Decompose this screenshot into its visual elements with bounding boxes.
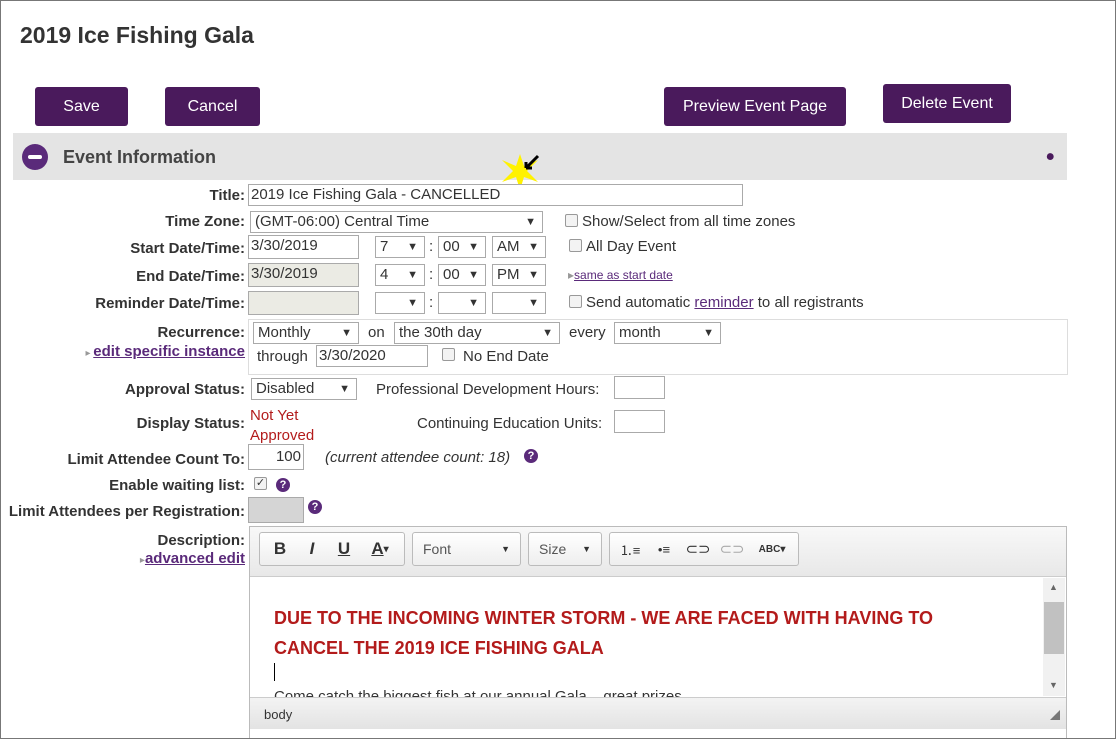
element-path[interactable]: body (264, 707, 293, 722)
limit-input[interactable]: 100 (248, 444, 304, 470)
current-count-text: (current attendee count: 18) (325, 449, 511, 466)
title-label: Title: (209, 187, 245, 204)
ceu-label: Continuing Education Units: (417, 415, 603, 432)
send-reminder-text: Send automatic reminder to all registran… (586, 294, 864, 311)
recurrence-box (248, 319, 1068, 375)
resize-handle-icon[interactable] (1050, 710, 1060, 720)
underline-button[interactable]: U (337, 539, 351, 558)
section-title: Event Information (63, 147, 217, 167)
reminder-label: Reminder Date/Time: (95, 295, 245, 312)
limit-label: Limit Attendee Count To: (67, 451, 245, 468)
approval-label: Approval Status: (124, 381, 245, 398)
dropdown-arrow-icon: ▼ (525, 216, 536, 228)
text-cursor (274, 663, 275, 681)
help-icon[interactable]: ? (524, 449, 538, 463)
ceu-input[interactable] (614, 410, 665, 433)
same-as-start-link[interactable]: same as start date (574, 268, 673, 282)
bold-button[interactable]: B (273, 539, 287, 558)
all-day-label: All Day Event (586, 238, 677, 255)
recurrence-unit-select[interactable]: month ▼ (614, 322, 721, 344)
editor-status-bar: body (250, 697, 1066, 729)
recurrence-on-label: on (368, 324, 385, 341)
delete-event-button[interactable]: Delete Event (883, 84, 1011, 123)
recurrence-through-input[interactable]: 3/30/2020 (316, 345, 428, 367)
display-status-label: Display Status: (136, 415, 245, 432)
pdh-label: Professional Development Hours: (376, 381, 600, 398)
pdh-input[interactable] (614, 376, 665, 399)
start-label: Start Date/Time: (130, 240, 245, 257)
time-zone-select[interactable]: (GMT-06:00) Central Time ▼ (250, 211, 543, 233)
start-hour-select[interactable]: 7 ▼ (375, 236, 425, 258)
waiting-list-label: Enable waiting list: (109, 477, 245, 494)
section-header-event-information[interactable]: Event Information ● (13, 133, 1067, 180)
bulleted-list-icon[interactable]: •≡ (657, 541, 671, 557)
start-ampm-select[interactable]: AM ▼ (492, 236, 546, 258)
end-ampm-select[interactable]: PM ▼ (492, 264, 546, 286)
advanced-edit-link[interactable]: advanced edit (144, 550, 245, 567)
spellcheck-button[interactable]: ABC ▾ (758, 543, 786, 555)
no-end-date-checkbox[interactable] (442, 348, 455, 361)
time-zone-value: (GMT-06:00) Central Time (255, 213, 430, 230)
no-end-date-label: No End Date (463, 348, 549, 365)
all-day-checkbox[interactable] (569, 239, 582, 252)
page-title: 2019 Ice Fishing Gala (20, 22, 254, 48)
end-minute-select[interactable]: 00 ▼ (438, 264, 486, 286)
reminder-ampm-select[interactable]: ▼ (492, 292, 546, 314)
format-group: B I U A ▾ (259, 532, 405, 566)
numbered-list-icon[interactable]: ⒈≡ (619, 542, 641, 558)
reminder-date-input[interactable] (248, 291, 359, 315)
recurrence-frequency-select[interactable]: Monthly ▼ (253, 322, 359, 344)
end-hour-select[interactable]: 4 ▼ (375, 264, 425, 286)
description-label: Description: (157, 532, 245, 549)
recurrence-label: Recurrence: (157, 324, 245, 341)
per-registration-input[interactable] (248, 497, 304, 523)
pin-icon[interactable]: ● (1041, 147, 1060, 167)
recurrence-every-label: every (569, 324, 606, 341)
help-icon[interactable]: ? (276, 478, 290, 492)
end-date-input[interactable]: 3/30/2019 (248, 263, 359, 287)
save-button[interactable]: Save (35, 87, 128, 126)
send-reminder-checkbox[interactable] (569, 295, 582, 308)
text-color-button[interactable]: A ▾ (371, 539, 389, 558)
preview-event-page-button[interactable]: Preview Event Page (664, 87, 846, 126)
reminder-link[interactable]: reminder (694, 294, 754, 311)
reminder-minute-select[interactable]: ▼ (438, 292, 486, 314)
all-time-zones-checkbox[interactable] (565, 214, 578, 227)
time-zone-label: Time Zone: (165, 213, 245, 230)
editor-body-text[interactable]: Come catch the biggest fish at our annua… (274, 688, 682, 698)
start-minute-select[interactable]: 00 ▼ (438, 236, 486, 258)
title-input[interactable]: 2019 Ice Fishing Gala - CANCELLED (248, 184, 743, 206)
list-link-group: ⒈≡ •≡ ⊂⊃ ⊂⊃ ABC ▾ (609, 532, 799, 566)
font-select[interactable]: Font ▼ (412, 532, 521, 566)
editor-scrollbar[interactable]: ▲ ▼ (1043, 578, 1065, 696)
per-registration-label: Limit Attendees per Registration: (8, 503, 245, 520)
collapse-icon[interactable] (22, 144, 48, 170)
recurrence-through-label: through (257, 348, 308, 365)
reminder-hour-select[interactable]: ▼ (375, 292, 425, 314)
start-date-input[interactable]: 3/30/2019 (248, 235, 359, 259)
size-select[interactable]: Size ▼ (528, 532, 602, 566)
recurrence-day-select[interactable]: the 30th day ▼ (394, 322, 560, 344)
all-time-zones-label: Show/Select from all time zones (582, 213, 796, 230)
editor-alert-text[interactable]: DUE TO THE INCOMING WINTER STORM - WE AR… (274, 608, 933, 658)
waiting-list-checkbox[interactable]: ✓ (254, 477, 267, 490)
end-label: End Date/Time: (136, 268, 245, 285)
approval-status-select[interactable]: Disabled ▼ (251, 378, 357, 400)
help-icon[interactable]: ? (308, 500, 322, 514)
cancel-button[interactable]: Cancel (165, 87, 260, 126)
italic-button[interactable]: I (309, 539, 315, 558)
link-icon[interactable]: ⊂⊃ (685, 541, 711, 558)
unlink-icon[interactable]: ⊂⊃ (719, 541, 745, 558)
edit-specific-instance-link[interactable]: edit specific instance (93, 343, 245, 360)
display-status-value: Not Yet Approved (250, 407, 315, 444)
cursor-highlight-icon (502, 154, 540, 190)
